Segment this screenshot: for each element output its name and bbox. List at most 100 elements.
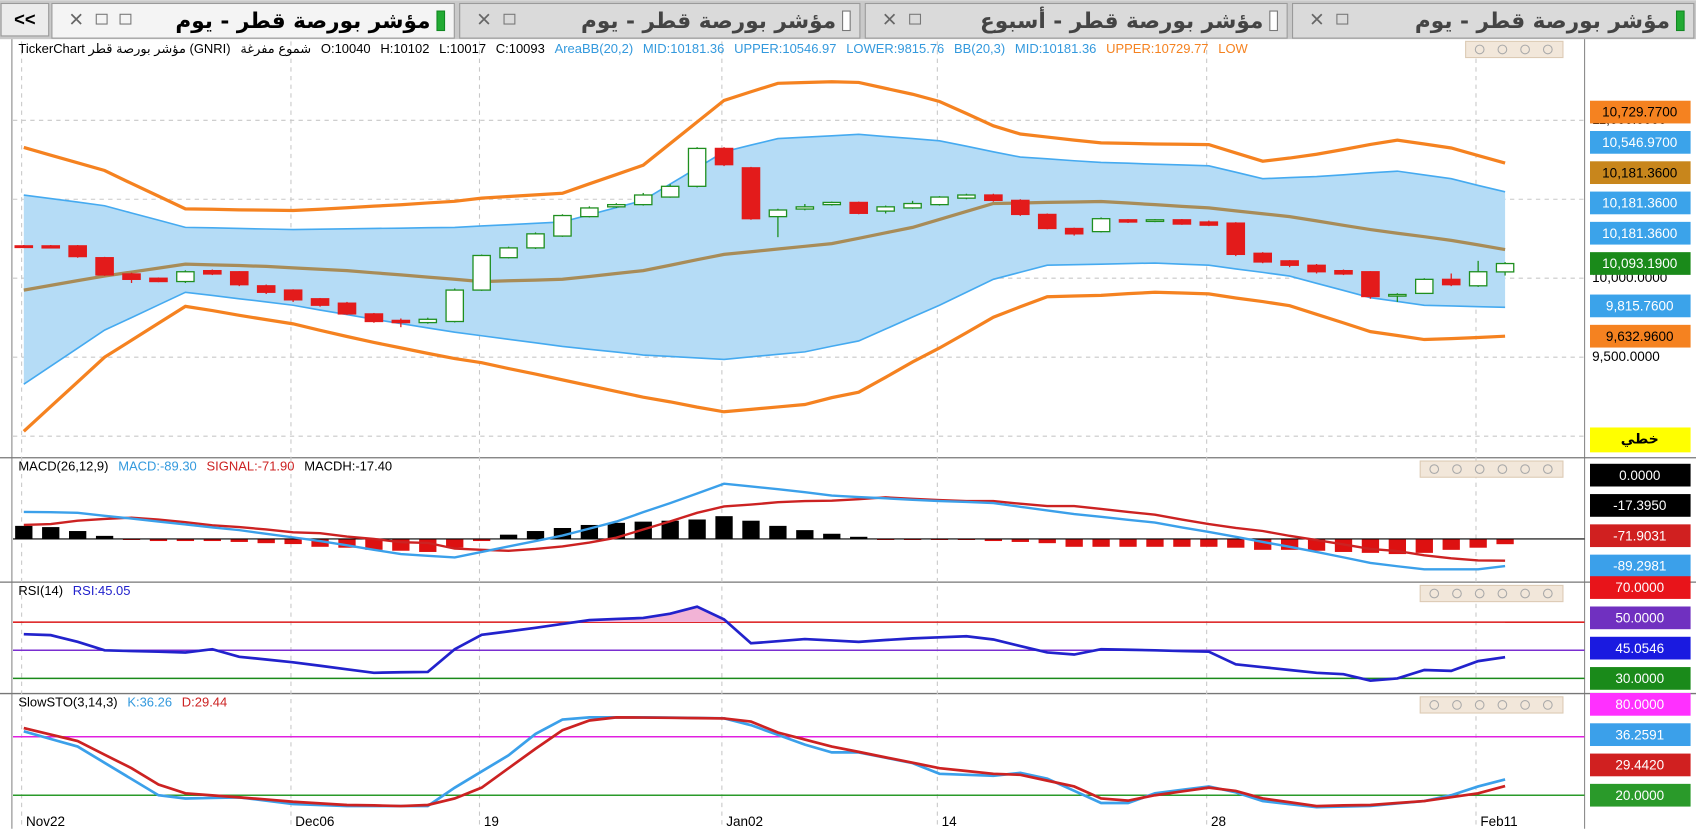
tabs: مؤشر بورصة قطر - يوم مؤشر بورصة قطر - يوم… [51, 2, 1695, 39]
toolbar-button[interactable] [1520, 700, 1530, 710]
tab-title[interactable]: مؤشر بورصة قطر - يوم [1415, 9, 1670, 34]
candle-body [1064, 227, 1084, 235]
histogram-bar [850, 536, 868, 539]
panel-toolbar[interactable] [1419, 460, 1564, 478]
x-tick-label: Nov22 [26, 814, 65, 829]
tab-close-icon[interactable] [478, 13, 490, 25]
toolbar-button[interactable] [1497, 700, 1508, 710]
toolbar-button[interactable] [1429, 700, 1440, 710]
tab-scroll-label[interactable]: << [14, 9, 35, 30]
tab[interactable] [1292, 2, 1695, 39]
toolbar-button[interactable] [1474, 464, 1485, 474]
histogram-bar [176, 538, 195, 542]
tab[interactable] [864, 2, 1288, 39]
toolbar-button[interactable] [1542, 44, 1553, 55]
value-marker [1590, 753, 1691, 777]
tab-title[interactable]: مؤشر بورصة قطر - يوم [175, 9, 430, 34]
panel-header: TickerChart مؤشر بورصة قطر (GNRI) شموع مف… [18, 41, 1248, 57]
toolbar-button[interactable] [1542, 588, 1553, 599]
header-item: BB(20,3) [954, 41, 1005, 56]
toolbar-button[interactable] [1497, 464, 1508, 474]
candle-body [1280, 260, 1299, 266]
histogram-bar [230, 538, 248, 542]
toolbar-button[interactable] [1520, 44, 1530, 55]
histogram-bar [1280, 538, 1299, 550]
header-item: O:10040 [321, 41, 371, 56]
histogram-bar [392, 538, 410, 551]
tab-title[interactable]: مؤشر بورصة قطر - يوم [581, 9, 836, 34]
candle-body [337, 302, 357, 315]
indicator-line [23, 716, 1506, 809]
tab-float-icon[interactable] [119, 13, 132, 25]
panel-toolbar[interactable] [1465, 40, 1564, 59]
histogram-bar [903, 538, 922, 540]
value-marker [1590, 131, 1691, 154]
toolbar-button[interactable] [1497, 588, 1508, 599]
candle-body [68, 245, 87, 258]
toolbar-button[interactable] [1542, 700, 1553, 710]
candle-body [1226, 222, 1246, 256]
toolbar-button[interactable] [1474, 700, 1485, 710]
tab-window-icon[interactable] [909, 13, 922, 25]
tab-status [1675, 10, 1685, 32]
value-marker-label: 10,181.3600 [1602, 196, 1677, 211]
indicator-line [23, 716, 1506, 808]
toolbar-button[interactable] [1452, 700, 1462, 710]
histogram-bar [957, 538, 976, 540]
candle-body [256, 285, 276, 293]
header-item: MID:10181.36 [1015, 41, 1096, 56]
toolbar-button[interactable] [1474, 44, 1485, 55]
value-marker-label: 80.0000 [1615, 697, 1664, 712]
candle-body [149, 277, 168, 283]
tab-window-icon[interactable] [503, 13, 516, 25]
histogram-bar [1092, 538, 1110, 547]
histogram-bar [823, 533, 841, 539]
panel [12, 482, 1585, 571]
header-item: RSI:45.05 [73, 583, 131, 598]
value-marker [1590, 191, 1691, 215]
indicator-line [23, 80, 1506, 213]
candle-body [903, 202, 922, 209]
x-tick-label: Jan02 [726, 814, 763, 829]
toolbar-button[interactable] [1542, 464, 1553, 474]
candle-body [876, 206, 895, 212]
scale-button-label[interactable]: خطي [1621, 431, 1659, 447]
tab-window-icon[interactable] [95, 13, 108, 25]
toolbar-button[interactable] [1474, 588, 1485, 599]
panel-toolbar[interactable] [1419, 584, 1564, 603]
candle-body [364, 313, 384, 323]
histogram-bar [607, 522, 625, 539]
tab-window-icon[interactable] [1336, 13, 1349, 25]
candle-body [1468, 271, 1488, 287]
toolbar-button[interactable] [1520, 464, 1530, 474]
tab-title[interactable]: مؤشر بورصة قطر - أسبوع [980, 6, 1263, 34]
panel-toolbar[interactable] [1419, 696, 1564, 714]
candle-body [1334, 269, 1353, 275]
tab-status [436, 10, 446, 32]
x-tick-label: Feb11 [1480, 814, 1517, 829]
toolbar-button[interactable] [1452, 588, 1462, 599]
toolbar-button[interactable] [1429, 588, 1440, 599]
toolbar-button[interactable] [1429, 464, 1440, 474]
value-marker [1590, 221, 1691, 245]
indicator-line [23, 199, 1506, 292]
scale-button[interactable] [1590, 427, 1691, 453]
tab-scroll-button[interactable] [0, 2, 50, 37]
toolbar-button[interactable] [1452, 464, 1462, 474]
histogram-bar [499, 534, 518, 539]
candle-body [957, 194, 976, 199]
candle-body [1414, 278, 1434, 295]
histogram-bar [1469, 538, 1487, 548]
value-marker-label: 30.0000 [1615, 671, 1664, 686]
tab-close-icon[interactable] [1311, 13, 1323, 25]
value-marker-label: -89.2981 [1613, 559, 1666, 574]
tab-close-icon[interactable] [70, 13, 82, 25]
tab[interactable] [51, 2, 455, 39]
tab-close-icon[interactable] [884, 13, 896, 25]
toolbar-button[interactable] [1497, 44, 1508, 55]
value-marker-label: 36.2591 [1615, 727, 1664, 742]
candle-body [472, 254, 491, 291]
tab[interactable] [459, 2, 861, 39]
toolbar-button[interactable] [1520, 588, 1530, 599]
